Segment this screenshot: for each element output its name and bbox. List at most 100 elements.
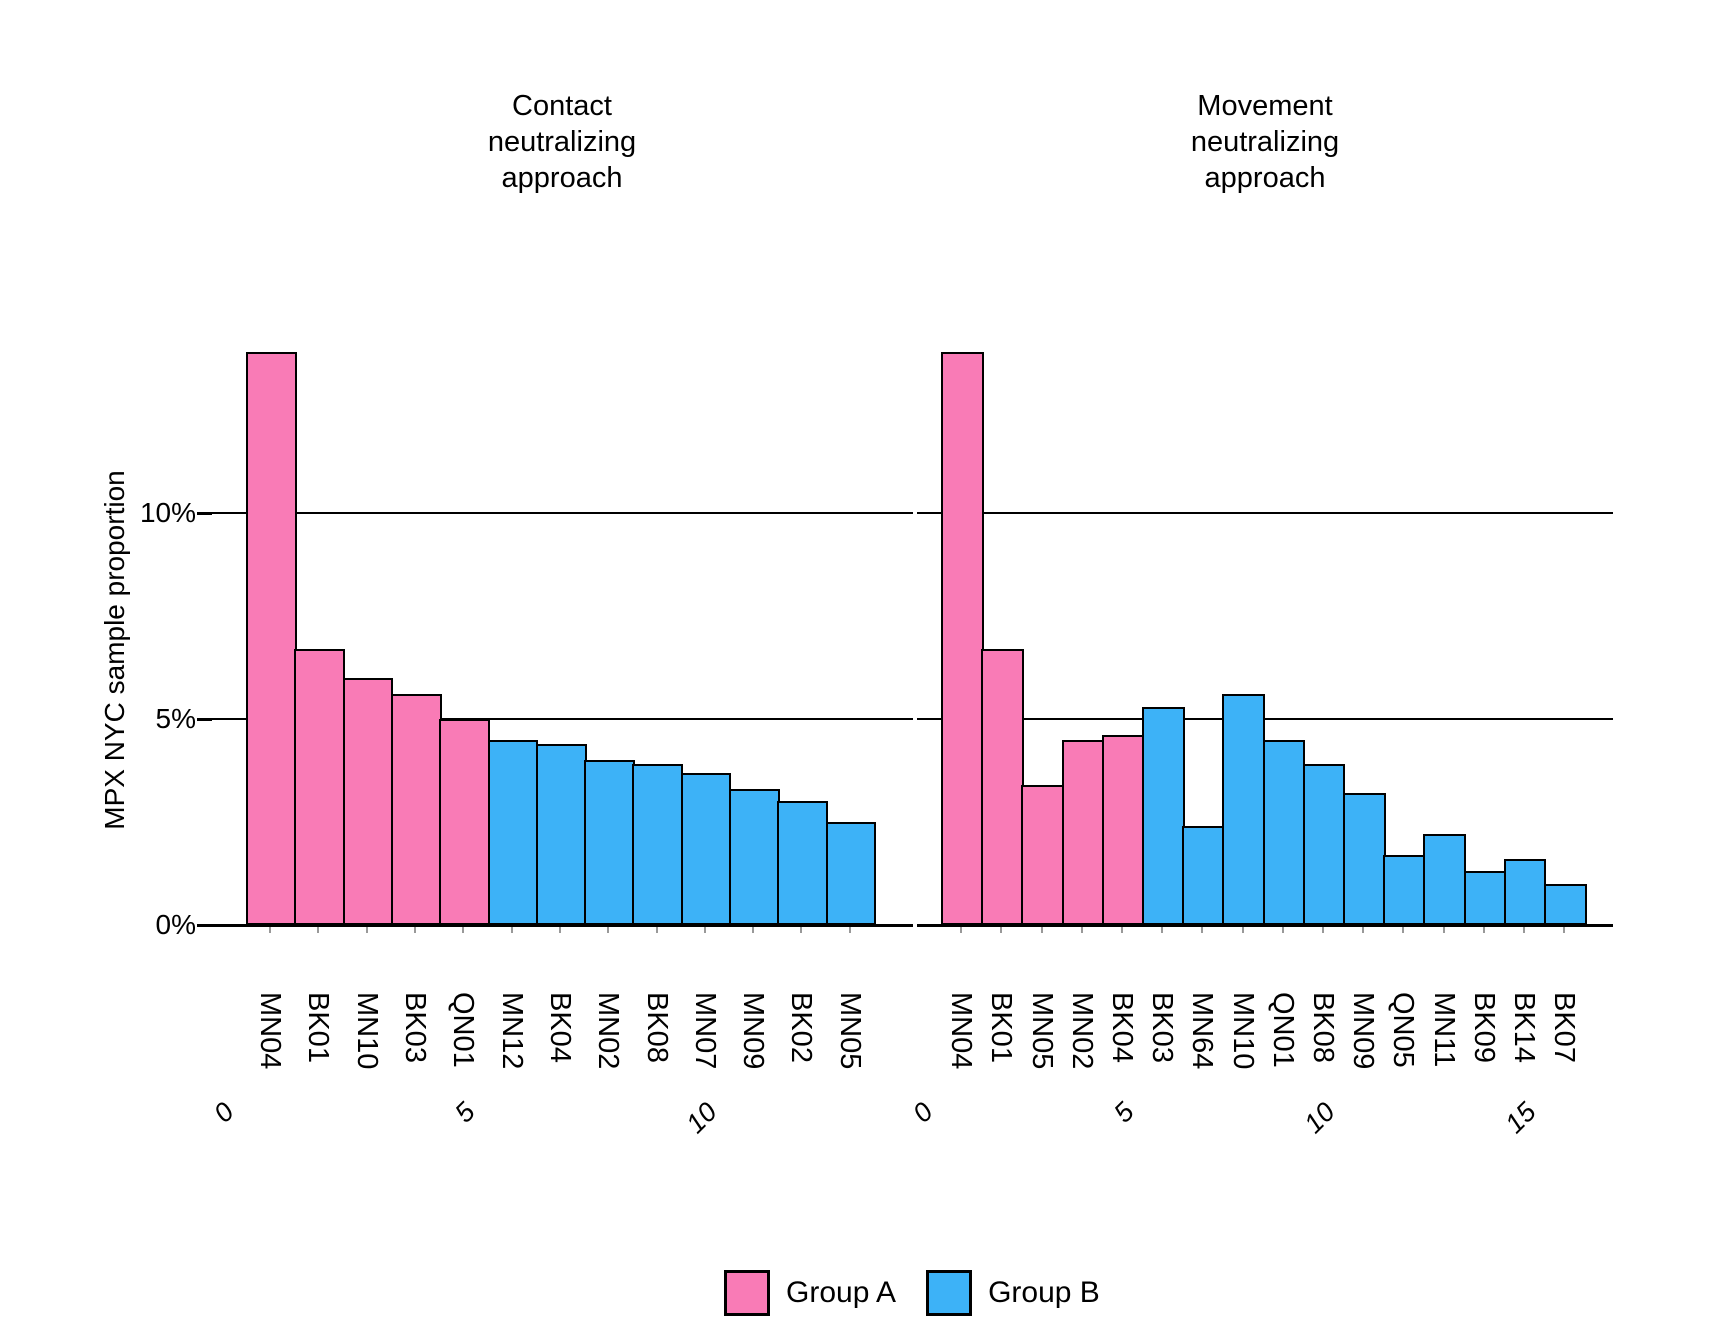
x-category-label: BK04 [543, 992, 576, 1063]
x-category-label: BK07 [1548, 992, 1581, 1063]
x-category-label: BK08 [640, 992, 673, 1063]
gridline [212, 718, 913, 720]
x-minor-tick [1281, 925, 1284, 933]
y-tick-label: 0% [155, 909, 196, 940]
x-minor-tick [1080, 925, 1083, 933]
bar-BK08 [632, 764, 684, 925]
legend-item-group-a: Group A [724, 1270, 896, 1316]
x-numeric-tick-label: 15 [1499, 1096, 1542, 1140]
bar-BK14 [1503, 859, 1547, 925]
x-category-label: MN12 [495, 992, 528, 1070]
x-axis-line [917, 923, 1613, 927]
bar-BK03 [390, 694, 442, 925]
x-numeric-tick-label: 10 [1298, 1096, 1341, 1140]
bar-MN02 [1061, 739, 1105, 925]
x-minor-tick [1442, 925, 1445, 933]
bar-MN05 [1021, 784, 1065, 925]
y-tick-mark [197, 923, 212, 927]
bar-MN09 [729, 789, 780, 925]
y-tick-mark [197, 717, 212, 721]
panel-title-contact: Contact neutralizing approach [342, 88, 782, 196]
x-minor-tick [414, 925, 417, 933]
x-minor-tick [269, 925, 272, 933]
x-category-label: BK04 [1105, 992, 1138, 1063]
bar-QN01 [1262, 739, 1306, 925]
group-b-swatch-icon [926, 1270, 973, 1316]
x-minor-tick [1321, 925, 1324, 933]
gridline [917, 512, 1613, 514]
x-category-label: MN02 [1065, 992, 1098, 1070]
legend-item-group-b: Group B [926, 1270, 1100, 1316]
x-minor-tick [800, 925, 803, 933]
x-minor-tick [510, 925, 513, 933]
group-a-swatch-icon [724, 1270, 770, 1316]
bar-MN12 [487, 739, 539, 925]
panel-title-line: Movement [1197, 90, 1333, 122]
panel-title-line: neutralizing [1190, 126, 1340, 158]
x-minor-tick [365, 925, 368, 933]
y-tick-label: 5% [155, 703, 196, 734]
x-category-label: QN05 [1387, 992, 1420, 1068]
bar-QN05 [1383, 854, 1426, 925]
x-minor-tick [1362, 925, 1365, 933]
panel-title-line: neutralizing [487, 126, 637, 158]
x-minor-tick [960, 925, 963, 933]
bar-BK04 [535, 743, 587, 925]
x-category-label: BK02 [785, 992, 818, 1063]
x-category-label: MN09 [1347, 992, 1380, 1070]
bar-BK08 [1302, 764, 1346, 925]
x-minor-tick [1482, 925, 1485, 933]
x-category-label: MN07 [688, 992, 721, 1070]
y-tick-label: 10% [139, 497, 196, 528]
x-category-label: BK09 [1467, 992, 1500, 1063]
x-minor-tick [1402, 925, 1405, 933]
y-tick-mark [197, 511, 212, 515]
x-category-label: MN11 [1427, 992, 1460, 1068]
x-category-label: MN04 [254, 992, 287, 1070]
panel-title-line: approach [501, 162, 623, 194]
bar-MN09 [1343, 793, 1386, 925]
x-minor-tick [848, 925, 851, 933]
x-category-label: BK03 [399, 992, 432, 1063]
bar-BK01 [294, 648, 346, 925]
bar-BK07 [1544, 883, 1587, 925]
x-minor-tick [1000, 925, 1003, 933]
x-axis-line [212, 923, 913, 927]
x-category-label: MN05 [833, 992, 866, 1070]
bar-BK09 [1463, 871, 1507, 925]
x-minor-tick [1241, 925, 1244, 933]
x-numeric-tick-label: 5 [1107, 1096, 1140, 1129]
x-minor-tick [1201, 925, 1204, 933]
x-minor-tick [558, 925, 561, 933]
bar-MN11 [1423, 834, 1467, 925]
x-category-label: BK08 [1306, 992, 1339, 1063]
y-axis-title: MPX NYC sample proportion [99, 470, 130, 830]
bar-MN04 [246, 352, 297, 925]
x-minor-tick [1563, 925, 1566, 933]
legend-label-group-a: Group A [786, 1276, 897, 1309]
x-minor-tick [655, 925, 658, 933]
x-category-label: MN02 [592, 992, 625, 1070]
x-category-label: MN10 [1226, 992, 1259, 1070]
bar-BK03 [1142, 706, 1185, 925]
bar-QN01 [439, 719, 490, 925]
x-category-label: MN10 [350, 992, 383, 1070]
x-category-label: MN64 [1186, 992, 1219, 1070]
bar-BK01 [981, 648, 1024, 925]
bar-MN05 [825, 822, 877, 925]
panel-title-movement: Movement neutralizing approach [1045, 88, 1485, 196]
x-category-label: BK14 [1507, 992, 1540, 1063]
x-numeric-tick-label: 10 [680, 1096, 723, 1140]
x-category-label: BK01 [985, 992, 1018, 1063]
bar-BK04 [1101, 735, 1145, 925]
panel-title-line: Contact [512, 90, 612, 122]
x-numeric-tick-label: 5 [449, 1096, 482, 1129]
bar-BK02 [777, 801, 829, 925]
x-numeric-tick-label: 0 [906, 1096, 939, 1129]
x-minor-tick [462, 925, 465, 933]
x-numeric-tick-label: 0 [207, 1096, 240, 1129]
bar-MN02 [584, 760, 635, 925]
x-minor-tick [1120, 925, 1123, 933]
x-category-label: MN05 [1025, 992, 1058, 1070]
